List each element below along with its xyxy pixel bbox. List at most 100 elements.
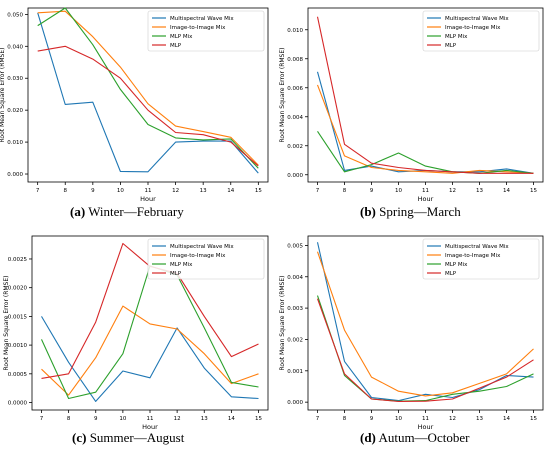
x-tick-label: 13 <box>476 188 483 194</box>
x-tick-label: 8 <box>343 188 347 194</box>
x-tick-label: 13 <box>200 188 207 194</box>
x-tick-label: 10 <box>395 188 402 194</box>
x-tick-label: 14 <box>227 188 234 194</box>
chart-c: 7 8 9 10 11 12 13 14 15 0.0000 0.0005 0.0010 0.0015 0… <box>3 235 269 431</box>
series-line-mlp-mix <box>317 130 534 174</box>
x-tick-label: 10 <box>117 188 124 194</box>
x-tick-label: 15 <box>530 188 537 194</box>
chart-panel-a: 7 8 9 10 11 12 13 14 15 0.000 0.010 0.020 0.030 0.040… <box>0 0 275 203</box>
series-line-image-to-image-mix <box>316 251 534 397</box>
caption-c-text: Summer—August <box>89 430 185 445</box>
x-tick-label: 14 <box>228 416 235 422</box>
legend-label: MLP <box>445 271 457 277</box>
legend-label: Multispectral Wave Mix <box>170 244 234 250</box>
caption-c-letter: (c) <box>72 430 87 445</box>
y-tick-label: 0.002 <box>287 144 303 150</box>
caption-d-letter: (d) <box>360 430 376 445</box>
chart-panel-b: 7 8 9 10 11 12 13 14 15 0.000 0.002 0.004 0.006 0.008… <box>275 0 550 203</box>
y-tick-label: 0.0010 <box>8 343 28 349</box>
x-axis-label: Hour <box>142 423 158 431</box>
x-tick-label: 11 <box>145 188 152 194</box>
chart-panel-d: 7 8 9 10 11 12 13 14 15 0.000 0.001 0.002 0.003 0.004… <box>275 228 550 431</box>
series-line-mlp <box>316 16 534 174</box>
legend-label: MLP Mix <box>170 262 193 268</box>
y-tick-label: 0.008 <box>287 57 303 63</box>
y-tick-label: 0.0025 <box>8 257 28 263</box>
x-tick-label: 15 <box>255 188 262 194</box>
x-tick-label: 12 <box>172 188 179 194</box>
x-tick-label: 14 <box>503 188 510 194</box>
y-tick-label: 0.005 <box>287 243 303 249</box>
x-tick-label: 11 <box>422 416 429 422</box>
y-axis-label: Root Mean Square Error (RMSE) <box>279 276 286 371</box>
x-axis-label: Hour <box>418 423 434 431</box>
y-tick-label: 0.0005 <box>8 372 28 378</box>
legend-label: MLP <box>170 271 182 277</box>
x-tick-label: 15 <box>530 416 537 422</box>
series-line-multispectral-wave-mix <box>41 316 259 402</box>
x-tick-label: 8 <box>67 416 71 422</box>
legend-box <box>422 238 540 280</box>
y-tick-label: 0.001 <box>287 369 303 375</box>
y-tick-label: 0.000 <box>287 400 303 406</box>
caption-b-text: Spring—March <box>379 204 461 219</box>
series-line-mlp-mix <box>41 265 259 400</box>
y-tick-label: 0.030 <box>7 76 23 82</box>
y-tick-label: 0.000 <box>7 172 23 178</box>
series-line-multispectral-wave-mix <box>37 12 259 174</box>
chart-panel-c: 7 8 9 10 11 12 13 14 15 0.0000 0.0005 0.0010 0.0015 0… <box>0 228 275 431</box>
y-tick-label: 0.0020 <box>8 286 28 292</box>
legend-label: MLP <box>170 43 182 49</box>
y-tick-label: 0.000 <box>287 173 303 179</box>
x-tick-label: 9 <box>370 416 374 422</box>
x-tick-label: 7 <box>316 188 320 194</box>
caption-a-text: Winter—February <box>88 204 184 219</box>
legend-box <box>147 238 265 280</box>
legend-label: MLP Mix <box>170 34 193 40</box>
y-tick-label: 0.010 <box>7 140 23 146</box>
legend-label: Image-to-Image Mix <box>170 253 226 259</box>
y-axis-label: Root Mean Square Error (RMSE) <box>0 48 6 143</box>
caption-c: (c) Summer—August <box>72 430 184 446</box>
x-tick-label: 12 <box>449 188 456 194</box>
legend-label: Multispectral Wave Mix <box>170 16 234 22</box>
x-tick-label: 12 <box>449 416 456 422</box>
x-tick-label: 7 <box>36 188 40 194</box>
caption-a-letter: (a) <box>70 204 86 219</box>
caption-b: (b) Spring—March <box>360 204 461 220</box>
chart-d: 7 8 9 10 11 12 13 14 15 0.000 0.001 0.002 0.003 0.004… <box>279 235 544 431</box>
caption-b-letter: (b) <box>360 204 376 219</box>
legend-box <box>422 10 540 52</box>
legend-label: Multispectral Wave Mix <box>445 16 509 22</box>
x-tick-label: 12 <box>174 416 181 422</box>
series-line-mlp <box>37 45 259 167</box>
y-tick-label: 0.020 <box>7 108 23 114</box>
x-tick-label: 11 <box>147 416 154 422</box>
legend-label: MLP Mix <box>445 34 468 40</box>
x-tick-label: 7 <box>316 416 320 422</box>
series-line-mlp-mix <box>316 295 534 402</box>
y-axis-label: Root Mean Square Error (RMSE) <box>3 276 10 371</box>
legend-label: Image-to-Image Mix <box>445 25 501 31</box>
caption-d-text: Autum—October <box>378 430 470 445</box>
y-tick-label: 0.002 <box>287 337 303 343</box>
x-tick-label: 13 <box>476 416 483 422</box>
legend-label: Image-to-Image Mix <box>170 25 226 31</box>
x-axis-label: Hour <box>418 195 434 203</box>
caption-a: (a) Winter—February <box>70 204 184 220</box>
chart-b: 7 8 9 10 11 12 13 14 15 0.000 0.002 0.004 0.006 0.008… <box>279 7 544 203</box>
y-tick-label: 0.0015 <box>8 314 28 320</box>
x-tick-label: 15 <box>255 416 262 422</box>
caption-d: (d) Autum—October <box>360 430 469 446</box>
series-line-image-to-image-mix <box>41 305 259 396</box>
x-tick-label: 11 <box>422 188 429 194</box>
y-tick-label: 0.004 <box>287 115 303 121</box>
legend-label: MLP <box>445 43 457 49</box>
x-tick-label: 10 <box>395 416 402 422</box>
x-tick-label: 7 <box>40 416 44 422</box>
x-tick-label: 9 <box>91 188 95 194</box>
series-line-mlp <box>316 298 534 403</box>
legend-label: Image-to-Image Mix <box>445 253 501 259</box>
y-axis-label: Root Mean Square Error (RMSE) <box>279 48 286 143</box>
y-tick-label: 0.003 <box>287 306 303 312</box>
